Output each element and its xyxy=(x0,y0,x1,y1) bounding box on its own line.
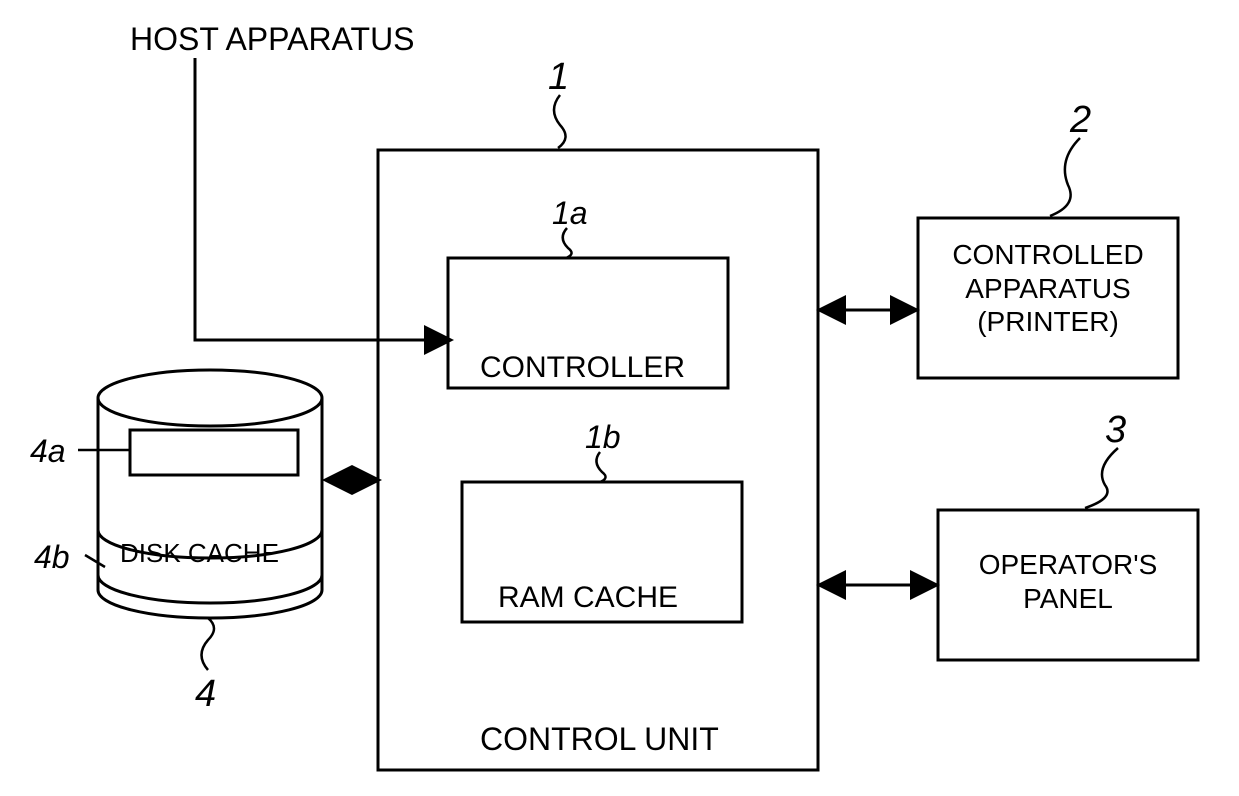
host-apparatus-label: HOST APPARATUS xyxy=(130,20,415,58)
controlled-apparatus-line3: (PRINTER) xyxy=(977,306,1119,337)
disk-cylinder xyxy=(98,370,322,618)
operators-panel-label: OPERATOR'S PANEL xyxy=(948,548,1188,615)
ref-1-leader xyxy=(554,95,566,148)
control-unit-box xyxy=(378,150,818,770)
ref-4b-label: 4b xyxy=(34,538,70,576)
ref-4b-leader xyxy=(85,555,105,567)
diagram-svg xyxy=(0,0,1239,796)
ref-4-leader xyxy=(202,618,215,670)
ref-3-leader xyxy=(1085,448,1118,508)
host-to-controller-line xyxy=(195,58,448,340)
controlled-apparatus-label: CONTROLLED APPARATUS (PRINTER) xyxy=(930,238,1166,339)
controller-label: CONTROLLER xyxy=(480,350,685,386)
controlled-apparatus-line2: APPARATUS xyxy=(965,273,1130,304)
ref-1-label: 1 xyxy=(548,55,569,101)
ref-2-leader xyxy=(1050,138,1080,216)
ref-4-label: 4 xyxy=(195,672,216,718)
disk-cache-label: DISK CACHE xyxy=(120,538,279,569)
ref-1a-label: 1a xyxy=(552,194,588,232)
ref-1b-label: 1b xyxy=(585,418,621,456)
operators-panel-line2: PANEL xyxy=(1023,583,1113,614)
ram-cache-label: RAM CACHE xyxy=(498,580,678,616)
ref-2-label: 2 xyxy=(1070,98,1091,144)
controlled-apparatus-line1: CONTROLLED xyxy=(952,239,1143,270)
ref-3-label: 3 xyxy=(1105,408,1126,454)
ref-4a-label: 4a xyxy=(30,432,66,470)
control-unit-label: CONTROL UNIT xyxy=(480,720,719,758)
ref-1a-leader xyxy=(563,228,572,258)
ref-1b-leader xyxy=(596,452,605,482)
operators-panel-line1: OPERATOR'S xyxy=(979,549,1158,580)
